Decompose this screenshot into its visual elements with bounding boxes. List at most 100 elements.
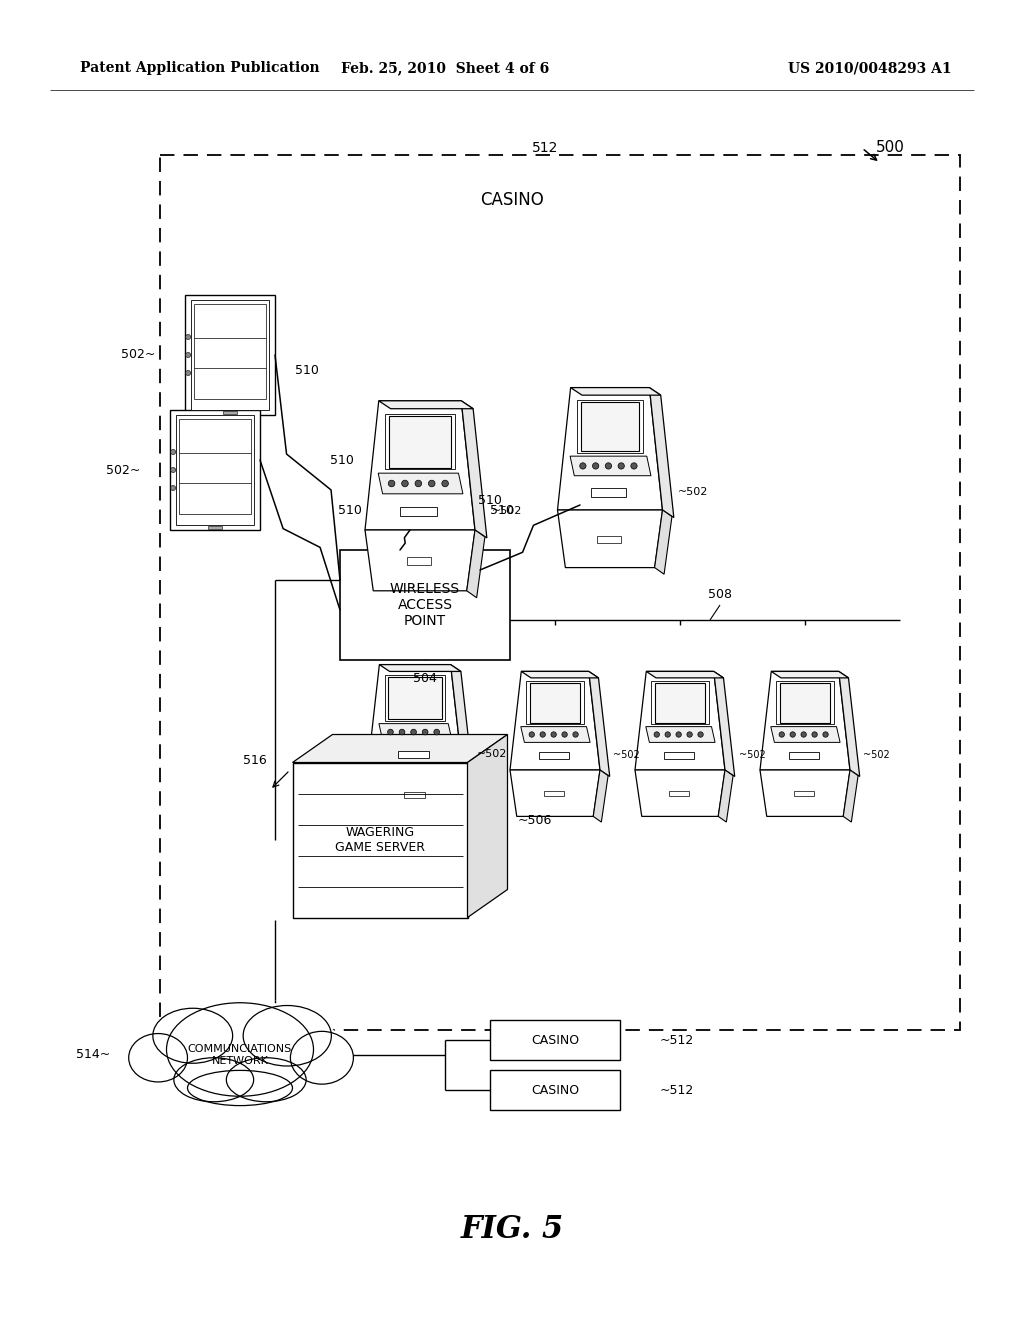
Bar (780, 684, 830, 722)
Text: CASINO: CASINO (530, 1034, 579, 1047)
Circle shape (441, 480, 449, 487)
Bar (185, 294, 275, 414)
Circle shape (171, 486, 176, 491)
Circle shape (428, 480, 435, 487)
Bar (591, 488, 626, 496)
Bar (398, 751, 429, 759)
Bar (208, 525, 222, 529)
Ellipse shape (291, 1031, 353, 1084)
Text: 508: 508 (708, 589, 732, 602)
Text: ~502: ~502 (678, 487, 709, 496)
Polygon shape (365, 401, 475, 531)
Polygon shape (368, 664, 463, 770)
Ellipse shape (226, 1057, 306, 1102)
Text: 514~: 514~ (76, 1048, 110, 1061)
Bar (388, 677, 441, 719)
Bar (581, 403, 639, 451)
Polygon shape (379, 723, 452, 741)
Polygon shape (467, 531, 485, 598)
Text: 504: 504 (413, 672, 437, 685)
Circle shape (388, 480, 395, 487)
Circle shape (790, 731, 796, 737)
Polygon shape (635, 672, 725, 770)
Polygon shape (771, 672, 849, 678)
Text: ~512: ~512 (660, 1084, 694, 1097)
Text: WAGERING
GAME SERVER: WAGERING GAME SERVER (335, 826, 425, 854)
Circle shape (540, 731, 546, 737)
Text: ~502: ~502 (738, 750, 765, 760)
Text: ~512: ~512 (660, 1034, 694, 1047)
Polygon shape (379, 401, 473, 409)
Bar (385, 414, 455, 470)
Text: ~502: ~502 (477, 750, 507, 759)
Bar (651, 681, 709, 723)
Text: ~502: ~502 (492, 506, 522, 516)
Circle shape (401, 480, 409, 487)
Ellipse shape (167, 1003, 313, 1096)
Text: ~502: ~502 (863, 750, 890, 760)
Text: 510: 510 (330, 454, 354, 466)
Bar (389, 416, 451, 469)
Polygon shape (365, 531, 475, 591)
Circle shape (665, 731, 671, 737)
Polygon shape (456, 770, 471, 825)
Polygon shape (839, 672, 860, 776)
Circle shape (593, 463, 599, 469)
Circle shape (529, 731, 535, 737)
Text: 516: 516 (243, 754, 267, 767)
Text: ~502: ~502 (613, 750, 640, 760)
Circle shape (605, 463, 611, 469)
Text: WIRELESS
ACCESS
POINT: WIRELESS ACCESS POINT (390, 582, 460, 628)
Bar (191, 300, 268, 411)
Text: ~506: ~506 (517, 813, 552, 826)
Polygon shape (570, 457, 651, 475)
Polygon shape (368, 770, 463, 820)
Circle shape (801, 731, 806, 737)
Bar (577, 400, 643, 453)
Circle shape (687, 731, 692, 737)
Text: COMMUNCIATIONS
NETWORK: COMMUNCIATIONS NETWORK (187, 1044, 292, 1065)
Bar (490, 1071, 620, 1110)
Text: 512: 512 (531, 141, 558, 154)
Bar (160, 154, 961, 1030)
Circle shape (618, 463, 625, 469)
Bar (179, 420, 251, 515)
Bar (788, 752, 818, 759)
Circle shape (399, 729, 404, 735)
Polygon shape (379, 664, 461, 672)
Circle shape (411, 729, 417, 735)
Circle shape (415, 480, 422, 487)
Text: Feb. 25, 2010  Sheet 4 of 6: Feb. 25, 2010 Sheet 4 of 6 (341, 61, 549, 75)
Circle shape (171, 450, 176, 454)
Circle shape (185, 352, 190, 358)
Polygon shape (771, 726, 840, 742)
Text: 510: 510 (295, 363, 318, 376)
Bar (655, 684, 706, 722)
Text: FIG. 5: FIG. 5 (461, 1214, 563, 1246)
Ellipse shape (187, 1071, 293, 1106)
Polygon shape (461, 401, 486, 539)
Ellipse shape (174, 1057, 254, 1102)
Text: 502~: 502~ (105, 463, 140, 477)
Polygon shape (521, 672, 598, 678)
Polygon shape (646, 726, 715, 742)
Circle shape (654, 731, 659, 737)
Polygon shape (843, 770, 858, 822)
Polygon shape (654, 510, 672, 574)
Polygon shape (521, 726, 590, 742)
Bar (539, 752, 568, 759)
Text: 500: 500 (876, 140, 904, 156)
Text: 510: 510 (490, 503, 514, 516)
Polygon shape (451, 664, 473, 777)
Bar (400, 507, 436, 516)
Circle shape (572, 731, 579, 737)
Polygon shape (760, 770, 850, 816)
Text: CASINO: CASINO (530, 1084, 579, 1097)
Polygon shape (570, 388, 660, 395)
Bar (795, 791, 814, 796)
Text: US 2010/0048293 A1: US 2010/0048293 A1 (788, 61, 952, 75)
Bar (670, 791, 689, 796)
Bar (597, 536, 621, 543)
Polygon shape (760, 672, 850, 770)
Polygon shape (646, 672, 724, 678)
